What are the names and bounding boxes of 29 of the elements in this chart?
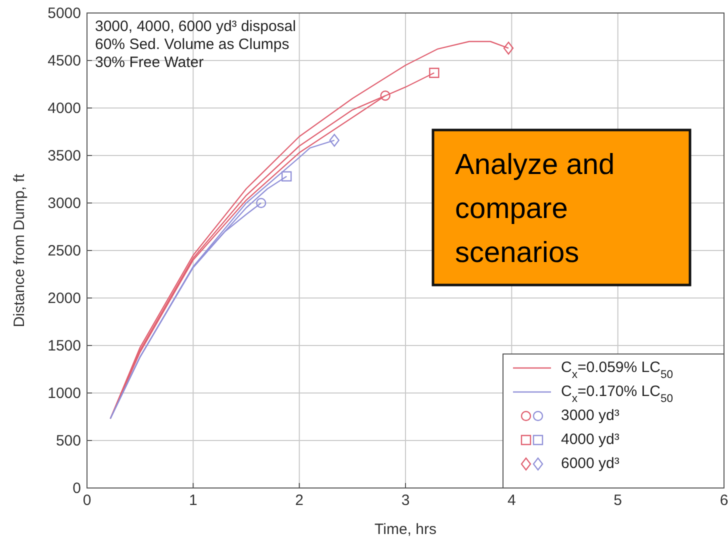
x-tick-label: 1 [188,492,198,509]
x-tick-label: 0 [82,492,92,509]
annotation: 60% Sed. Volume as Clumps [95,36,290,53]
x-tick-label: 4 [507,492,516,509]
y-tick-label: 1000 [48,385,81,402]
y-tick-label: 2000 [48,290,81,307]
legend-label: 4000 yd³ [561,431,620,448]
y-tick-label: 1500 [48,338,81,354]
legend-label: 3000 yd³ [561,407,620,424]
y-tick-label: 4500 [48,52,81,70]
legend-label: C$_{x}$=0.059% LC$_{50}$ [561,359,673,381]
annotation: 30% Free Water [95,54,204,71]
y-tick-label: 3500 [48,148,81,164]
y-tick-label: 4000 [48,100,81,117]
x-axis-title: Time, hrs [374,521,436,538]
x-tick-label: 5 [614,492,622,509]
legend-label: C$_{x}$=0.170% LC$_{50}$ [561,383,673,405]
annotation: 3000, 4000, 6000 yd³ disposal [95,18,296,35]
y-tick-label: 5000 [48,5,81,22]
y-axis-title: Distance from Dump, ft [11,172,28,328]
x-tick-label: 2 [295,492,304,509]
y-tick-label: 500 [56,432,81,450]
x-tick-label: 3 [401,492,410,509]
y-tick-label: 0 [72,480,81,497]
y-tick-label: 3000 [48,195,81,212]
legend-label: 6000 yd³ [561,455,620,472]
annotation: Analyze and compare scenarios [455,149,615,269]
y-tick-label: 2500 [48,242,81,260]
x-tick-label: 6 [720,492,728,509]
